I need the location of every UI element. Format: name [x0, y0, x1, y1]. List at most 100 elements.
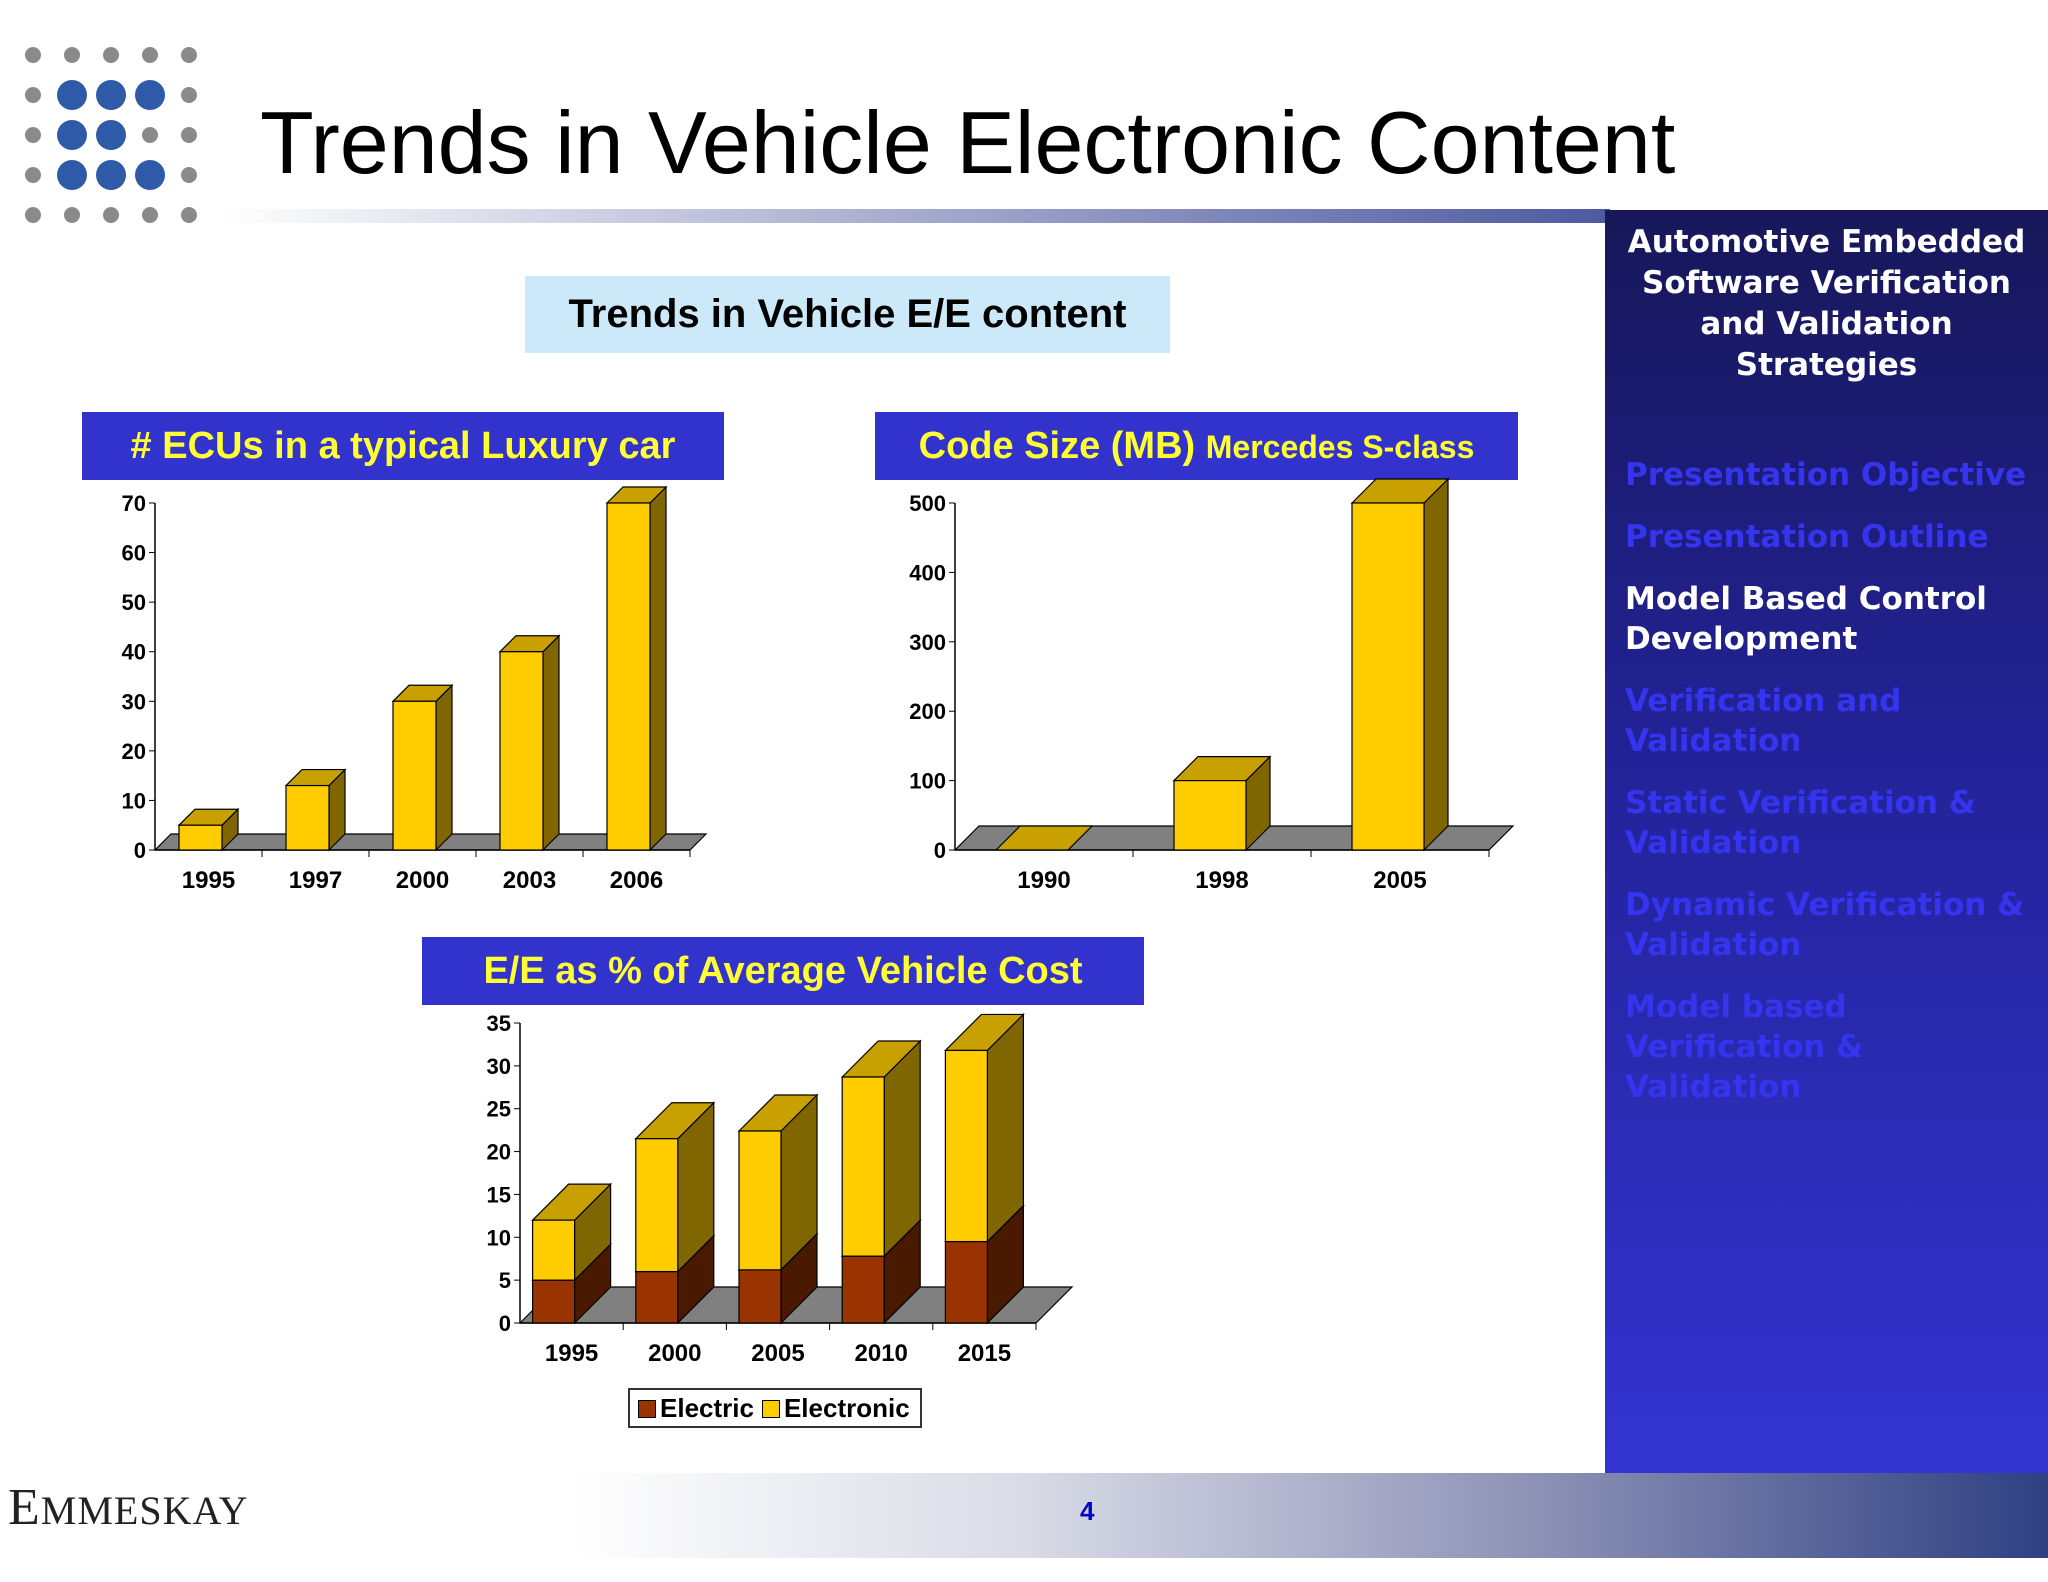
bar-electric — [841, 1255, 885, 1324]
x-tick-label: 2006 — [610, 867, 663, 894]
outline-item-label: Model based — [1625, 989, 1847, 1025]
logo-dot-blue — [96, 80, 126, 110]
x-tick-label: 2000 — [396, 867, 449, 894]
x-tick-label: 2005 — [751, 1340, 804, 1367]
logo-dot-gray — [142, 207, 158, 223]
y-tick-label: 0 — [934, 838, 946, 863]
bar-electronic — [944, 1049, 989, 1243]
bar-side — [542, 634, 560, 852]
bar-side — [1423, 477, 1449, 852]
bar-electronic-side — [986, 1012, 1025, 1244]
outline-item-label: Development — [1625, 621, 1858, 657]
logo-dot-blue — [57, 160, 87, 190]
bar-electronic — [738, 1130, 782, 1271]
panel-title-line: Software Verification — [1642, 265, 2011, 301]
bar — [392, 700, 437, 851]
panel-title: Automotive Embedded Software Verificatio… — [1605, 222, 2048, 386]
section-subtitle: Trends in Vehicle E/E content — [525, 276, 1170, 353]
y-tick-label: 60 — [122, 541, 146, 566]
x-tick-label: 1995 — [545, 1340, 598, 1367]
logo-dot-gray — [25, 167, 41, 183]
chart-title-suffix: Mercedes S-class — [1205, 429, 1475, 465]
outline-item-label: Presentation Outline — [1625, 519, 1989, 555]
logo-dot-gray — [25, 87, 41, 103]
outline-item-label: Validation — [1625, 825, 1802, 861]
logo-dot-gray — [181, 47, 197, 63]
bar-electric — [531, 1279, 576, 1324]
panel-title-line: Strategies — [1735, 347, 1918, 383]
brand-logo: EMMESKAY — [8, 1479, 249, 1536]
legend-swatch-electronic — [761, 1400, 780, 1418]
bar-electric — [738, 1269, 782, 1324]
title-divider — [220, 209, 1610, 223]
bar — [499, 651, 544, 851]
outline-panel: Automotive Embedded Software Verificatio… — [1605, 210, 2048, 1473]
logo-dot-gray — [64, 207, 80, 223]
outline-item-label: Dynamic Verification & — [1625, 887, 2025, 923]
chart-ecus-title: # ECUs in a typical Luxury car — [82, 412, 724, 480]
chart-title-text: E/E as % of Average Vehicle Cost — [483, 950, 1083, 992]
x-tick-label: 1995 — [182, 867, 235, 894]
y-tick-label: 5 — [499, 1268, 511, 1293]
x-tick-label: 2015 — [958, 1340, 1011, 1367]
outline-item-presentation-outline[interactable]: Presentation Outline — [1625, 517, 2045, 557]
y-tick-label: 70 — [122, 491, 146, 516]
y-tick-label: 30 — [122, 689, 146, 714]
y-tick-label: 15 — [487, 1182, 511, 1207]
logo-dot-gray — [64, 47, 80, 63]
bar-electric — [944, 1240, 989, 1324]
logo-dot-gray — [181, 127, 197, 143]
chart-2: 0 5 10 15 20 25 30 35 1995 2000 2005 2010 2015 — [487, 1011, 1074, 1367]
bar — [178, 824, 223, 851]
y-tick-label: 25 — [487, 1097, 511, 1122]
logo-dot-blue — [57, 80, 87, 110]
outline-item-model-based-vv[interactable]: Model based Verification & Validation — [1625, 987, 2045, 1107]
bar-top — [994, 825, 1094, 851]
outline-item-model-based-control[interactable]: Model Based Control Development — [1625, 579, 2045, 659]
dots-logo — [25, 47, 197, 223]
logo-dot-gray — [25, 127, 41, 143]
logo-dot-gray — [103, 47, 119, 63]
legend-swatch-electric — [638, 1400, 656, 1418]
logo-dot-gray — [142, 47, 158, 63]
logo-dot-gray — [181, 167, 197, 183]
logo-dot-blue — [96, 160, 126, 190]
y-tick-label: 20 — [487, 1140, 511, 1165]
y-tick-label: 10 — [487, 1225, 511, 1250]
bar-electronic — [635, 1138, 679, 1273]
x-tick-label: 2005 — [1373, 867, 1426, 894]
outline-item-label: Verification and — [1625, 683, 1902, 719]
chart-1: 0 100 200 300 400 500 1990 1998 2005 — [909, 477, 1515, 894]
y-tick-label: 400 — [909, 560, 946, 585]
outline-item-presentation-objective[interactable]: Presentation Objective — [1625, 455, 2045, 495]
bar — [1351, 502, 1425, 851]
y-tick-label: 0 — [499, 1311, 511, 1336]
y-tick-label: 100 — [909, 769, 946, 794]
y-tick-label: 50 — [122, 590, 146, 615]
panel-title-line: and Validation — [1700, 306, 1953, 342]
outline-item-label: Presentation Objective — [1625, 457, 2027, 493]
page-number: 4 — [1080, 1496, 1095, 1526]
y-tick-label: 0 — [134, 838, 146, 863]
logo-dot-blue — [135, 160, 165, 190]
outline-item-verification-validation[interactable]: Verification and Validation — [1625, 681, 2045, 761]
x-tick-label: 2010 — [855, 1340, 908, 1367]
legend-label: Electronic — [783, 1393, 910, 1423]
chart-ee-cost-title: E/E as % of Average Vehicle Cost — [422, 937, 1144, 1005]
logo-dot-blue — [96, 120, 126, 150]
outline-item-label: Static Verification & — [1625, 785, 1976, 821]
x-tick-label: 1998 — [1195, 867, 1248, 894]
outline-item-static-vv[interactable]: Static Verification & Validation — [1625, 783, 2045, 863]
panel-title-line: Automotive Embedded — [1627, 224, 2026, 260]
y-tick-label: 40 — [122, 640, 146, 665]
bar-side — [649, 485, 667, 852]
bar-electronic — [531, 1219, 576, 1281]
bar-side — [435, 683, 453, 852]
bar — [285, 784, 330, 851]
chart-title-text: Code Size (MB) — [918, 425, 1196, 467]
outline-item-dynamic-vv[interactable]: Dynamic Verification & Validation — [1625, 885, 2045, 965]
y-tick-label: 30 — [487, 1054, 511, 1079]
bar-electronic-side — [883, 1039, 921, 1258]
y-tick-label: 500 — [909, 491, 946, 516]
